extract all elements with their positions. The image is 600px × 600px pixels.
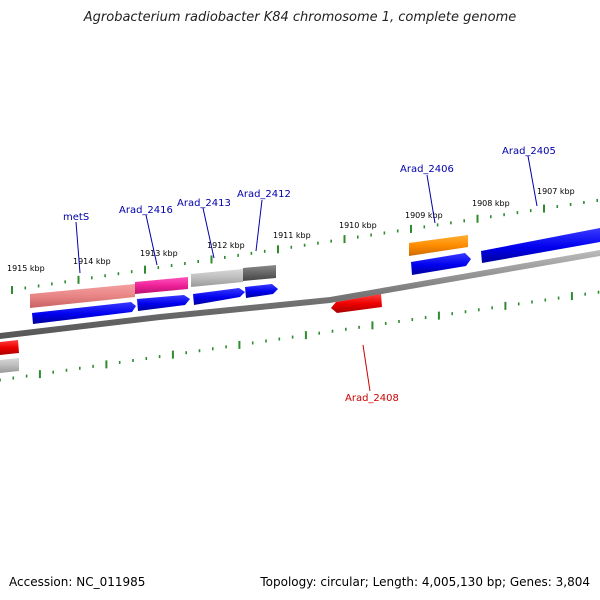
leader-line bbox=[362, 344, 371, 392]
gene-feature-left-gray[interactable] bbox=[0, 358, 19, 373]
scale-ticks-upper bbox=[11, 198, 599, 294]
gene-arrow-arad-2416[interactable] bbox=[137, 295, 190, 311]
gene-label-arad-2413[interactable]: Arad_2413 bbox=[177, 198, 231, 209]
gene-arrow-arad-2406[interactable] bbox=[411, 253, 471, 275]
scale-label: 1908 kbp bbox=[472, 199, 510, 208]
scale-label: 1913 kbp bbox=[140, 249, 178, 258]
gene-arrow-left-red[interactable] bbox=[0, 340, 19, 355]
leader-line bbox=[255, 199, 263, 252]
leader-line bbox=[527, 155, 538, 207]
gene-label-arad-2412[interactable]: Arad_2412 bbox=[237, 189, 291, 200]
scale-label: 1911 kbp bbox=[273, 231, 311, 240]
gene-label-arad-2416[interactable]: Arad_2416 bbox=[119, 205, 173, 216]
scale-label: 1914 kbp bbox=[73, 257, 111, 266]
gene-label-mets[interactable]: metS bbox=[63, 212, 89, 223]
genome-backbone bbox=[0, 250, 600, 339]
leader-line bbox=[426, 174, 436, 224]
gene-arrow-arad-2413[interactable] bbox=[193, 288, 245, 305]
scale-ticks-lower bbox=[0, 290, 600, 382]
gene-feature-salmon[interactable] bbox=[30, 284, 135, 308]
genome-summary-text: Topology: circular; Length: 4,005,130 bp… bbox=[260, 575, 590, 589]
gene-label-arad-2406[interactable]: Arad_2406 bbox=[400, 164, 454, 175]
accession-text: Accession: NC_011985 bbox=[9, 575, 146, 589]
scale-label: 1910 kbp bbox=[339, 221, 377, 230]
gene-feature-pink[interactable] bbox=[135, 277, 188, 294]
leader-line bbox=[202, 207, 215, 259]
feature-track-upper bbox=[30, 235, 468, 308]
scale-label: 1909 kbp bbox=[405, 211, 443, 220]
gene-labels: metS Arad_2416 Arad_2413 Arad_2412 Arad_… bbox=[63, 146, 556, 404]
label-leaders bbox=[75, 155, 538, 392]
gene-feature-lightgray[interactable] bbox=[191, 269, 243, 287]
gene-arrow-mets[interactable] bbox=[32, 302, 136, 324]
gene-arrow-arad-2412[interactable] bbox=[245, 284, 278, 298]
gene-track-reverse bbox=[0, 294, 382, 373]
gene-label-arad-2405[interactable]: Arad_2405 bbox=[502, 146, 556, 157]
scale-label: 1912 kbp bbox=[207, 241, 245, 250]
gene-label-arad-2408[interactable]: Arad_2408 bbox=[345, 393, 399, 404]
leader-line bbox=[75, 221, 81, 274]
leader-line bbox=[145, 214, 158, 266]
gene-arrow-arad-2405[interactable] bbox=[481, 228, 600, 263]
gene-feature-darkgray[interactable] bbox=[243, 265, 276, 281]
scale-label: 1907 kbp bbox=[537, 187, 575, 196]
scale-label: 1915 kbp bbox=[7, 264, 45, 273]
gene-feature-orange[interactable] bbox=[409, 235, 468, 256]
scale-labels: 1915 kbp 1914 kbp 1913 kbp 1912 kbp 1911… bbox=[7, 187, 575, 273]
map-title: Agrobacterium radiobacter K84 chromosome… bbox=[83, 10, 517, 25]
gene-arrow-arad-2408[interactable] bbox=[331, 294, 382, 313]
gene-track-forward bbox=[32, 228, 600, 324]
